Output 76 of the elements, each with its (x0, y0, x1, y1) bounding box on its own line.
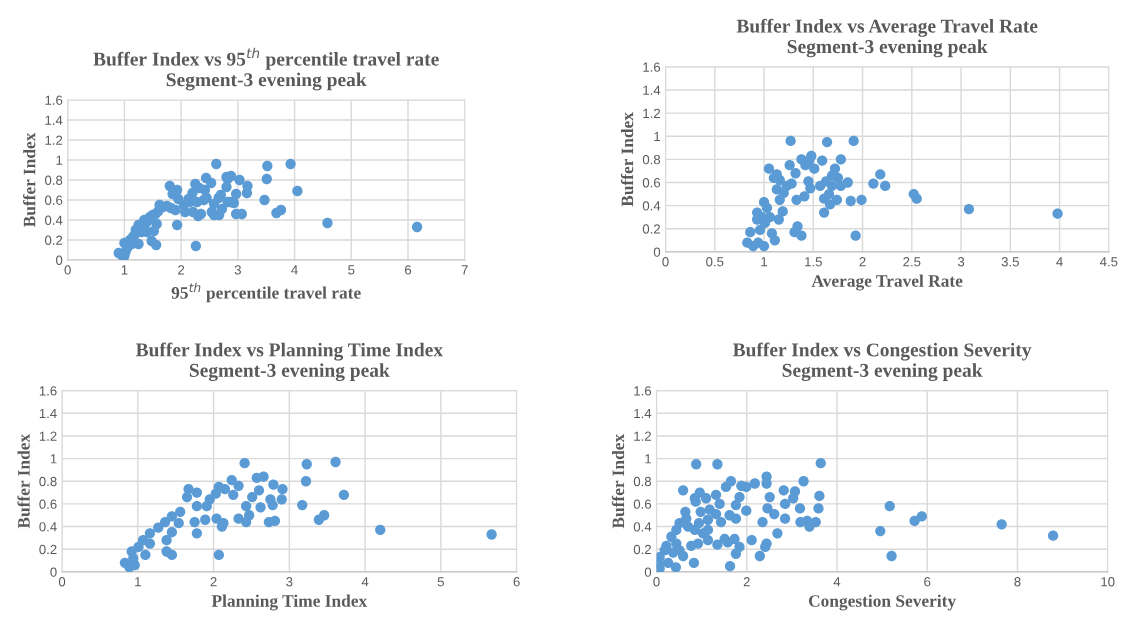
y-tick-label: 0.6 (642, 178, 661, 188)
x-axis-title: Congestion Severity (808, 594, 956, 611)
y-axis-title: Buffer Index (620, 112, 634, 207)
y-tick-label: 1.6 (634, 386, 652, 396)
y-tick-label: 0.8 (39, 476, 57, 487)
x-tick-label: 6 (405, 265, 412, 275)
x-tick-label: 5 (437, 577, 444, 587)
x-tick-label: 7 (461, 265, 468, 275)
y-tick-label: 0.6 (633, 499, 652, 509)
x-axis-title: Planning Time Index (211, 594, 368, 611)
x-tick-label: 0.5 (706, 257, 724, 267)
chart-title: Buffer Index vs Average Travel Rate Segment-3 evening peak (736, 18, 1038, 58)
x-tick-label: 2.5 (903, 257, 921, 267)
y-tick-label: 1 (645, 454, 651, 464)
y-tick-label: 1.2 (45, 135, 63, 145)
x-tick-label: 5 (348, 265, 355, 275)
x-tick-label: 2 (743, 577, 750, 587)
x-tick-label: 6 (513, 577, 520, 587)
x-axis-title: 95$^{th}$ percentile travel rate (171, 282, 361, 303)
y-tick-label: 0.4 (642, 201, 661, 211)
x-tick-label: 4 (833, 577, 841, 587)
y-tick-label: 0 (644, 567, 652, 577)
y-tick-label: 0.4 (633, 522, 652, 532)
x-tick-label: 8 (1014, 577, 1021, 587)
y-tick-label: 0.2 (39, 544, 57, 555)
x-tick-label: 1 (761, 257, 768, 267)
x-tick-label: 2 (859, 257, 866, 267)
x-axis-title: Average Travel Rate (811, 274, 963, 291)
y-tick-label: 1.6 (643, 62, 661, 72)
x-tick-label: 0 (64, 265, 71, 275)
y-tick-label: 1.2 (39, 431, 57, 441)
y-tick-label: 0.2 (44, 235, 63, 245)
y-tick-label: 1.4 (634, 408, 652, 419)
y-tick-label: 1.2 (643, 108, 660, 118)
x-tick-label: 3 (234, 265, 241, 275)
y-tick-label: 1.4 (39, 408, 57, 419)
y-axis-title: Buffer Index (23, 132, 36, 228)
y-tick-label: 0 (653, 247, 661, 257)
y-tick-label: 1 (50, 454, 57, 464)
y-tick-label: 0.8 (633, 476, 652, 487)
y-tick-label: 0.8 (642, 154, 661, 165)
y-tick-label: 0.2 (642, 224, 660, 234)
x-tick-label: 2 (178, 265, 185, 275)
y-axis-title: Buffer Index (611, 433, 625, 529)
chart-title: Buffer Index vs Congestion Severity Segment-3 evening peak (732, 342, 1032, 382)
x-tick-label: 3.5 (1001, 257, 1019, 267)
y-tick-label: 0.4 (44, 215, 63, 225)
x-tick-label: 10 (1101, 577, 1115, 587)
y-tick-label: 0.6 (44, 195, 63, 205)
y-tick-label: 1.4 (45, 115, 63, 125)
x-tick-label: 1 (121, 265, 128, 275)
y-tick-label: 1 (654, 131, 661, 142)
x-tick-label: 0 (662, 257, 669, 267)
y-tick-label: 1.2 (634, 431, 651, 441)
y-tick-label: 1.6 (45, 95, 63, 105)
x-tick-label: 6 (924, 577, 931, 587)
y-tick-label: 1.4 (643, 85, 661, 95)
x-tick-label: 1 (135, 577, 141, 587)
x-tick-label: 4 (291, 265, 298, 275)
y-tick-label: 0.6 (39, 499, 57, 509)
x-tick-label: 3 (286, 577, 293, 587)
chart-title: Buffer Index vs Planning Time Index Segment-3 evening peak (135, 342, 443, 382)
y-tick-label: 0.2 (633, 544, 651, 555)
x-tick-label: 4 (361, 577, 369, 587)
y-tick-label: 1 (56, 155, 63, 165)
y-tick-label: 0 (50, 567, 57, 577)
x-tick-label: 3 (957, 257, 965, 267)
y-axis-title: Buffer Index (17, 433, 30, 529)
y-tick-label: 0.4 (39, 522, 57, 532)
y-tick-label: 0.8 (44, 175, 63, 185)
chart-title: Buffer Index vs 95$^{th}$ percentile travel rate Segment-3 evening peak (93, 47, 439, 91)
y-tick-label: 1.6 (39, 386, 57, 396)
x-tick-label: 4.5 (1099, 257, 1118, 267)
x-tick-label: 1.5 (805, 257, 822, 267)
x-tick-label: 4 (1056, 257, 1063, 267)
x-tick-label: 2 (210, 577, 217, 587)
